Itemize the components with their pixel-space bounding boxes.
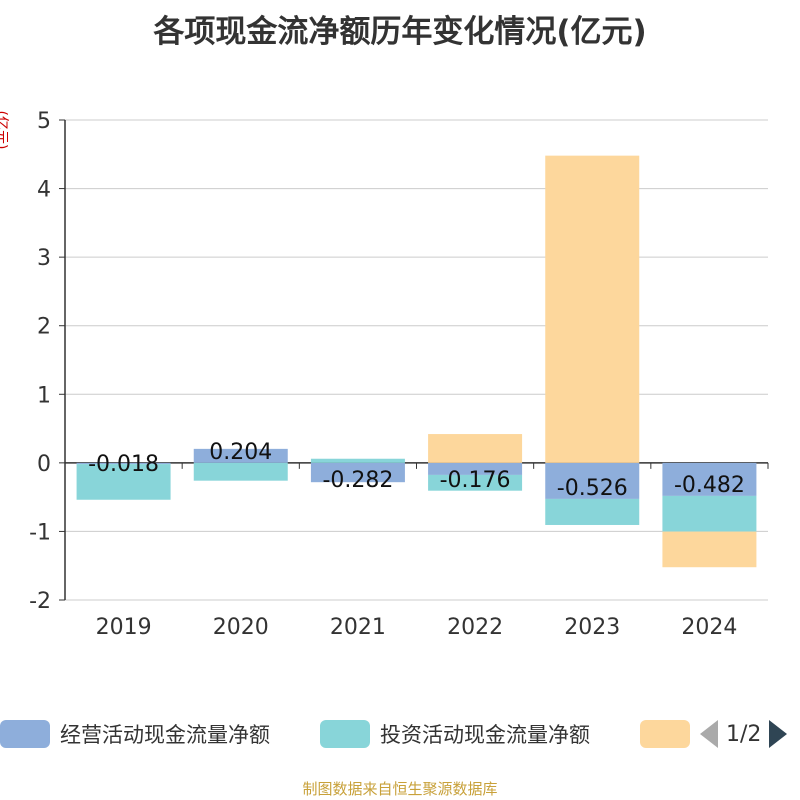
bar-series3-2022 <box>428 434 523 463</box>
x-tick-label: 2019 <box>96 615 152 640</box>
y-tick-label: 0 <box>37 452 51 477</box>
bar-series2-2020 <box>193 462 288 481</box>
x-tick-label: 2022 <box>447 615 503 640</box>
legend-item-investing[interactable]: 投资活动现金流量净额 <box>320 716 590 752</box>
data-label: -0.176 <box>440 468 511 493</box>
y-tick-label: -2 <box>29 589 51 614</box>
chart-title: 各项现金流净额历年变化情况(亿元) <box>153 14 647 50</box>
data-source-note: 制图数据来自恒生聚源数据库 <box>302 780 498 798</box>
legend-label-investing: 投资活动现金流量净额 <box>380 723 590 747</box>
x-tick-label: 2021 <box>330 615 386 640</box>
y-tick-label: 5 <box>37 109 51 134</box>
bar-series2-2023 <box>545 498 640 525</box>
legend-item-operating[interactable]: 经营活动现金流量净额 <box>0 716 270 752</box>
data-label: -0.018 <box>88 452 159 477</box>
x-tick-label: 2020 <box>213 615 269 640</box>
legend-label-operating: 经营活动现金流量净额 <box>60 723 270 747</box>
bar-series3-2023 <box>545 155 640 463</box>
x-tick-label: 2024 <box>681 615 737 640</box>
legend-page-indicator: 1/2 <box>726 721 762 747</box>
bar-series1-2023 <box>545 462 640 499</box>
legend-prev-icon[interactable] <box>700 720 718 748</box>
bar-series1-2020 <box>193 448 288 463</box>
bar-series1-2024 <box>662 462 757 496</box>
y-tick-label: 4 <box>37 178 51 203</box>
bar-series2-2019 <box>76 464 171 500</box>
legend-swatch-investing <box>320 720 370 748</box>
bar-series2-2022 <box>428 474 523 491</box>
chart-plot: 5 4 3 2 1 0 -1 -2 2019 2020 2021 2022 2023 2024 -0.018… <box>29 109 769 640</box>
bar-series2-2024 <box>662 495 757 532</box>
y-tick-label: -1 <box>29 520 51 545</box>
x-tick-label: 2023 <box>564 615 620 640</box>
data-label: -0.282 <box>322 468 393 493</box>
y-tick-label: 3 <box>37 246 51 271</box>
bar-series1-2021 <box>310 462 405 483</box>
legend-pager: 1/2 <box>700 716 800 752</box>
y-tick-label: 2 <box>37 315 51 340</box>
legend-next-icon[interactable] <box>769 720 788 748</box>
y-tick-label: 1 <box>37 383 51 408</box>
legend-swatch-operating <box>0 720 50 748</box>
legend-swatch-third <box>640 720 690 748</box>
data-label: 0.204 <box>209 440 272 465</box>
data-label: -0.482 <box>674 473 745 498</box>
bar-series1-2019 <box>76 462 171 465</box>
legend: 经营活动现金流量净额 投资活动现金流量净额 <box>0 716 800 752</box>
bar-series1-2022 <box>428 462 523 475</box>
bar-series3-2024 <box>662 531 757 568</box>
data-label: -0.526 <box>557 476 628 501</box>
legend-item-third[interactable] <box>640 716 690 752</box>
bar-series2-2021 <box>310 458 405 463</box>
